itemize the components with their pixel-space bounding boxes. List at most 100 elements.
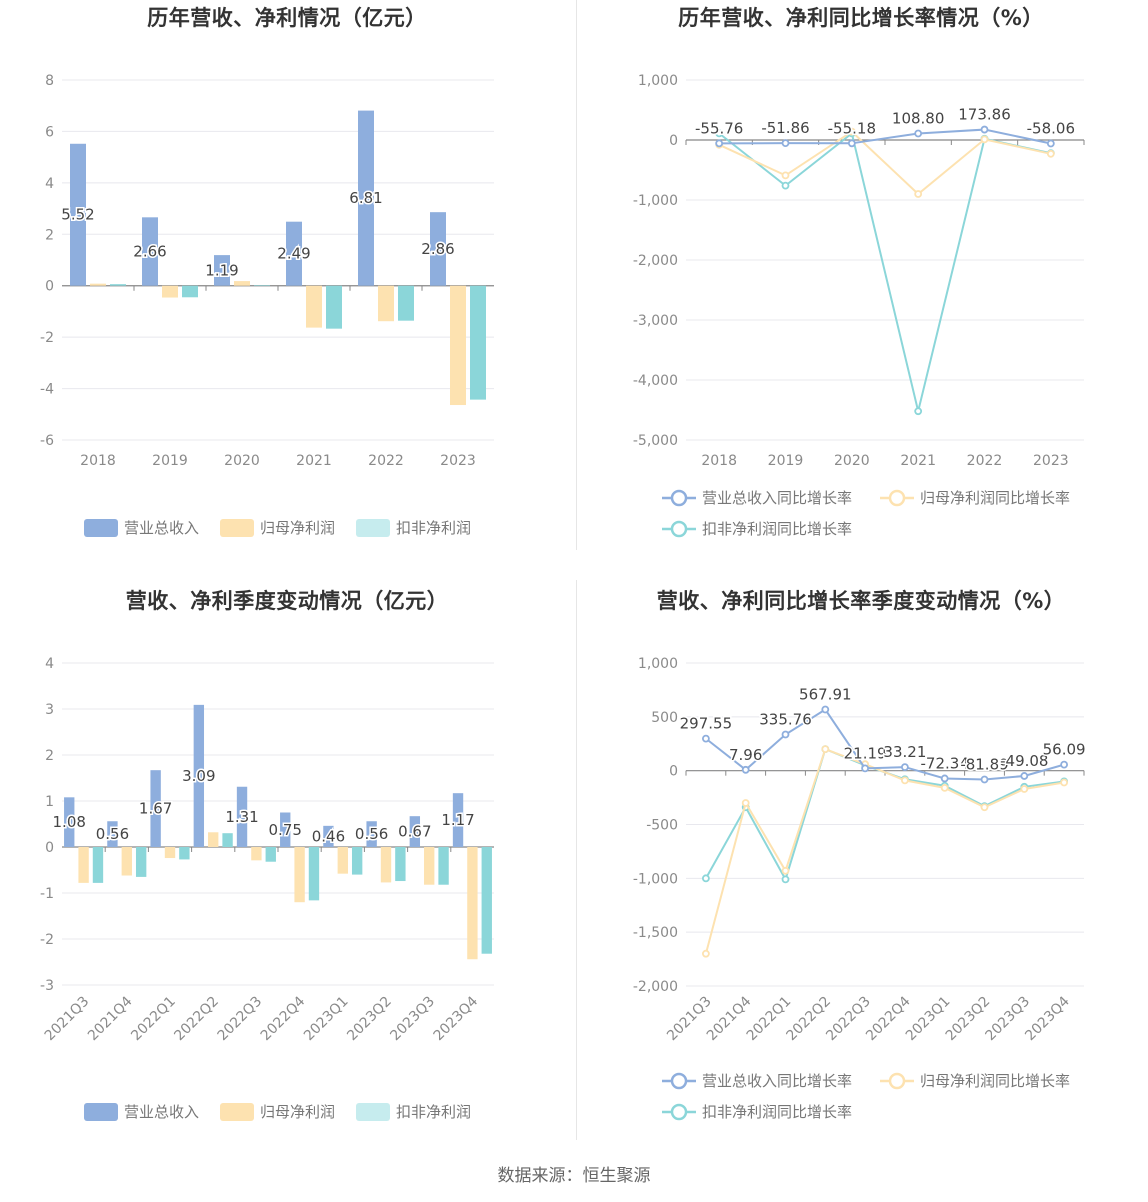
legend-label: 归母净利润同比增长率 — [920, 489, 1070, 507]
legend-swatch — [356, 519, 390, 537]
chart-title: 历年营收、净利同比增长率情况（%） — [678, 6, 1044, 30]
bar-revenue — [64, 797, 75, 847]
bar-deducted-profit — [308, 847, 320, 901]
x-tick-label: 2020 — [224, 453, 260, 469]
y-tick-label: -1,500 — [633, 925, 678, 941]
line-point — [1046, 139, 1055, 148]
legend-swatch-marker — [888, 1072, 906, 1090]
bar-data-label: 0.75 — [269, 821, 302, 839]
line-point — [914, 407, 923, 416]
bar-deducted-profit — [182, 285, 198, 298]
legend-label: 归母净利润 — [260, 519, 335, 537]
bar-net-profit — [208, 832, 219, 847]
bar-data-label: 2.66 — [133, 243, 166, 261]
bar-data-label: 1.31 — [225, 808, 258, 826]
line-point — [901, 776, 909, 785]
line-point — [781, 139, 790, 148]
chart-title: 营收、净利同比增长率季度变动情况（%） — [656, 589, 1066, 613]
line-point — [847, 139, 856, 148]
x-tick-label: 2021 — [900, 453, 936, 469]
x-tick-label: 2021Q4 — [85, 993, 136, 1044]
y-tick-label: 500 — [651, 710, 678, 726]
x-tick-label: 2023Q2 — [344, 994, 395, 1045]
legend-swatch-marker — [888, 489, 906, 507]
bar-revenue — [358, 110, 374, 286]
y-tick-label: 4 — [45, 656, 54, 672]
bar-net-profit — [78, 847, 89, 883]
legend-label: 扣非净利润 — [396, 1103, 471, 1121]
line-data-label: 33.21 — [883, 743, 926, 761]
line-point — [914, 190, 923, 198]
bar-data-label: 0.67 — [398, 823, 431, 841]
line-point — [821, 705, 830, 714]
annual-growth-rate-chart: 历年营收、净利同比增长率情况（%） 1,000 0 -1,000 -2,000 -3,0… — [574, 0, 1148, 583]
legend-label: 归母净利润 — [260, 1103, 335, 1121]
bar-revenue — [142, 217, 158, 286]
line-data-label: -81.89 — [960, 755, 1008, 773]
bar-data-label: 1.17 — [441, 811, 474, 829]
bar-net-profit — [162, 285, 178, 298]
plot-layer: 1,000 0 -1,000 -2,000 -3,000 -4,000 -5,000 2018… — [633, 73, 1085, 538]
panel-divider-bottom — [576, 580, 577, 1140]
bar-net-profit — [378, 285, 394, 322]
bar-net-profit — [90, 283, 106, 286]
legend-label: 扣非净利润 — [396, 519, 471, 537]
y-tick-label: 0 — [45, 279, 54, 295]
y-tick-label: -1 — [40, 886, 54, 902]
plot-layer: 8 6 4 2 0 -2 -4 -6 2018 2019 2020 2021 2022 2023 5.52 2… — [40, 73, 494, 537]
x-tick-label: 2022 — [967, 453, 1003, 469]
y-tick-label: -5,000 — [633, 433, 678, 449]
x-tick-label: 2021 — [296, 453, 332, 469]
line-point — [847, 127, 856, 136]
line-point — [940, 783, 949, 792]
bar-deducted-profit — [351, 847, 363, 875]
line-point — [861, 764, 869, 773]
bar-deducted-profit — [395, 847, 406, 882]
legend-label: 营业总收入 — [124, 1103, 199, 1121]
bar-revenue — [286, 221, 302, 286]
bar-data-label: 2.86 — [421, 240, 454, 258]
y-tick-label: 2 — [45, 748, 54, 764]
bar-net-profit — [234, 281, 250, 286]
y-tick-label: -3,000 — [633, 313, 678, 329]
y-tick-label: -2,000 — [633, 253, 678, 269]
bar-net-profit — [294, 847, 305, 903]
x-tick-label: 2022 — [368, 453, 404, 469]
bar-deducted-profit — [110, 284, 126, 286]
legend-label: 归母净利润同比增长率 — [920, 1072, 1070, 1090]
bar-revenue — [70, 143, 86, 286]
annual-revenue-profit-chart: 历年营收、净利情况（亿元） 8 6 4 2 0 -2 -4 -6 2018 2019 2020 202… — [0, 0, 574, 583]
bar-deducted-profit — [254, 285, 270, 286]
bar-revenue — [214, 255, 230, 286]
line-revenue-growth — [705, 708, 1065, 781]
y-tick-label: 1,000 — [638, 73, 678, 89]
legend-swatch-marker — [670, 489, 688, 507]
annual-growth-rate-plot: 1,000 0 -1,000 -2,000 -3,000 -4,000 -5,000 2018… — [633, 73, 1085, 538]
chart-title: 营收、净利季度变动情况（亿元） — [125, 589, 449, 613]
bar-data-label: 0.56 — [96, 825, 129, 843]
x-tick-label: 2023 — [1033, 453, 1069, 469]
y-tick-label: 3 — [45, 702, 54, 718]
line-point — [781, 181, 790, 190]
bar-deducted-profit — [326, 285, 342, 329]
bar-deducted-profit — [135, 847, 147, 877]
line-point — [901, 763, 909, 771]
bar-data-label: 0.46 — [312, 827, 345, 845]
bar-revenue — [193, 704, 205, 847]
bar-deducted-profit — [481, 847, 492, 954]
quarterly-growth-rate-chart: 营收、净利同比增长率季度变动情况（%） 1,000 500 0 -500 -1,000 -… — [574, 583, 1148, 1166]
legend-label: 营业总收入同比增长率 — [702, 489, 852, 507]
y-tick-label: -1,000 — [633, 193, 678, 209]
line-point — [1020, 772, 1029, 780]
line-data-label: 21.19 — [844, 744, 887, 762]
plot-layer: 1,0005000-500-1,000-1,500-2,0002021Q3202… — [633, 656, 1087, 1121]
x-tick-label: 2023Q1 — [301, 994, 352, 1045]
line-deducted-profit-growth — [718, 131, 1052, 412]
line-point — [1060, 760, 1068, 769]
line-point — [781, 875, 790, 884]
y-tick-label: 0 — [45, 840, 54, 856]
line-point — [980, 775, 989, 784]
bar-data-label: 0.56 — [355, 825, 388, 843]
line-data-label: 108.80 — [892, 109, 945, 127]
bar-data-label: 6.81 — [349, 189, 382, 207]
